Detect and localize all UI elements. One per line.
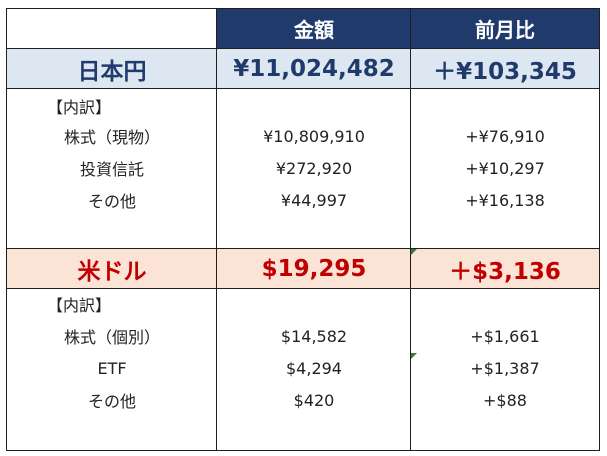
jpy-row-label: 株式（現物） <box>63 128 160 147</box>
jpy-row-change: +¥76,910 <box>465 126 545 146</box>
jpy-breakdown-title: 【内訳】 <box>47 98 112 117</box>
jpy-row-label: その他 <box>87 192 136 211</box>
column-divider <box>216 9 217 450</box>
jpy-label: 日本円 <box>7 49 217 88</box>
usd-row-label: 株式（個別） <box>63 328 160 347</box>
header-change: 前月比 <box>411 9 599 48</box>
usd-row-change: +$1,387 <box>470 358 540 378</box>
header-blank-cell <box>7 9 217 48</box>
usd-row-label: その他 <box>87 392 136 411</box>
usd-row-change: +$88 <box>483 390 527 410</box>
usd-breakdown-title: 【内訳】 <box>47 296 112 315</box>
row-divider <box>7 248 599 249</box>
jpy-row-label: 投資信託 <box>79 160 144 179</box>
usd-change: ＋$3,136 <box>411 249 599 288</box>
usd-row-label: ETF <box>97 358 127 378</box>
usd-row-amount: $420 <box>293 390 335 410</box>
row-divider <box>7 288 599 289</box>
jpy-row-amount: ¥10,809,910 <box>263 126 365 146</box>
currency-summary-table: 金額 前月比 日本円 ¥11,024,482 ＋¥103,345 【内訳】 株式… <box>6 8 600 451</box>
jpy-amount: ¥11,024,482 <box>217 49 411 88</box>
row-divider <box>7 48 599 49</box>
usd-amount: $19,295 <box>217 249 411 288</box>
jpy-change: ＋¥103,345 <box>411 49 599 88</box>
jpy-row-amount: ¥272,920 <box>275 158 353 178</box>
jpy-row-amount: ¥44,997 <box>280 190 348 210</box>
usd-row-amount: $14,582 <box>280 326 348 346</box>
header-amount: 金額 <box>217 9 411 48</box>
cell-comment-marker <box>411 353 417 359</box>
usd-label: 米ドル <box>7 249 217 288</box>
jpy-row-change: +¥10,297 <box>465 158 545 178</box>
jpy-row-change: +¥16,138 <box>465 190 545 210</box>
row-divider <box>7 88 599 89</box>
usd-row-amount: $4,294 <box>286 358 342 378</box>
column-divider <box>410 9 411 450</box>
usd-row-change: +$1,661 <box>470 326 540 346</box>
cell-comment-marker <box>411 249 417 255</box>
